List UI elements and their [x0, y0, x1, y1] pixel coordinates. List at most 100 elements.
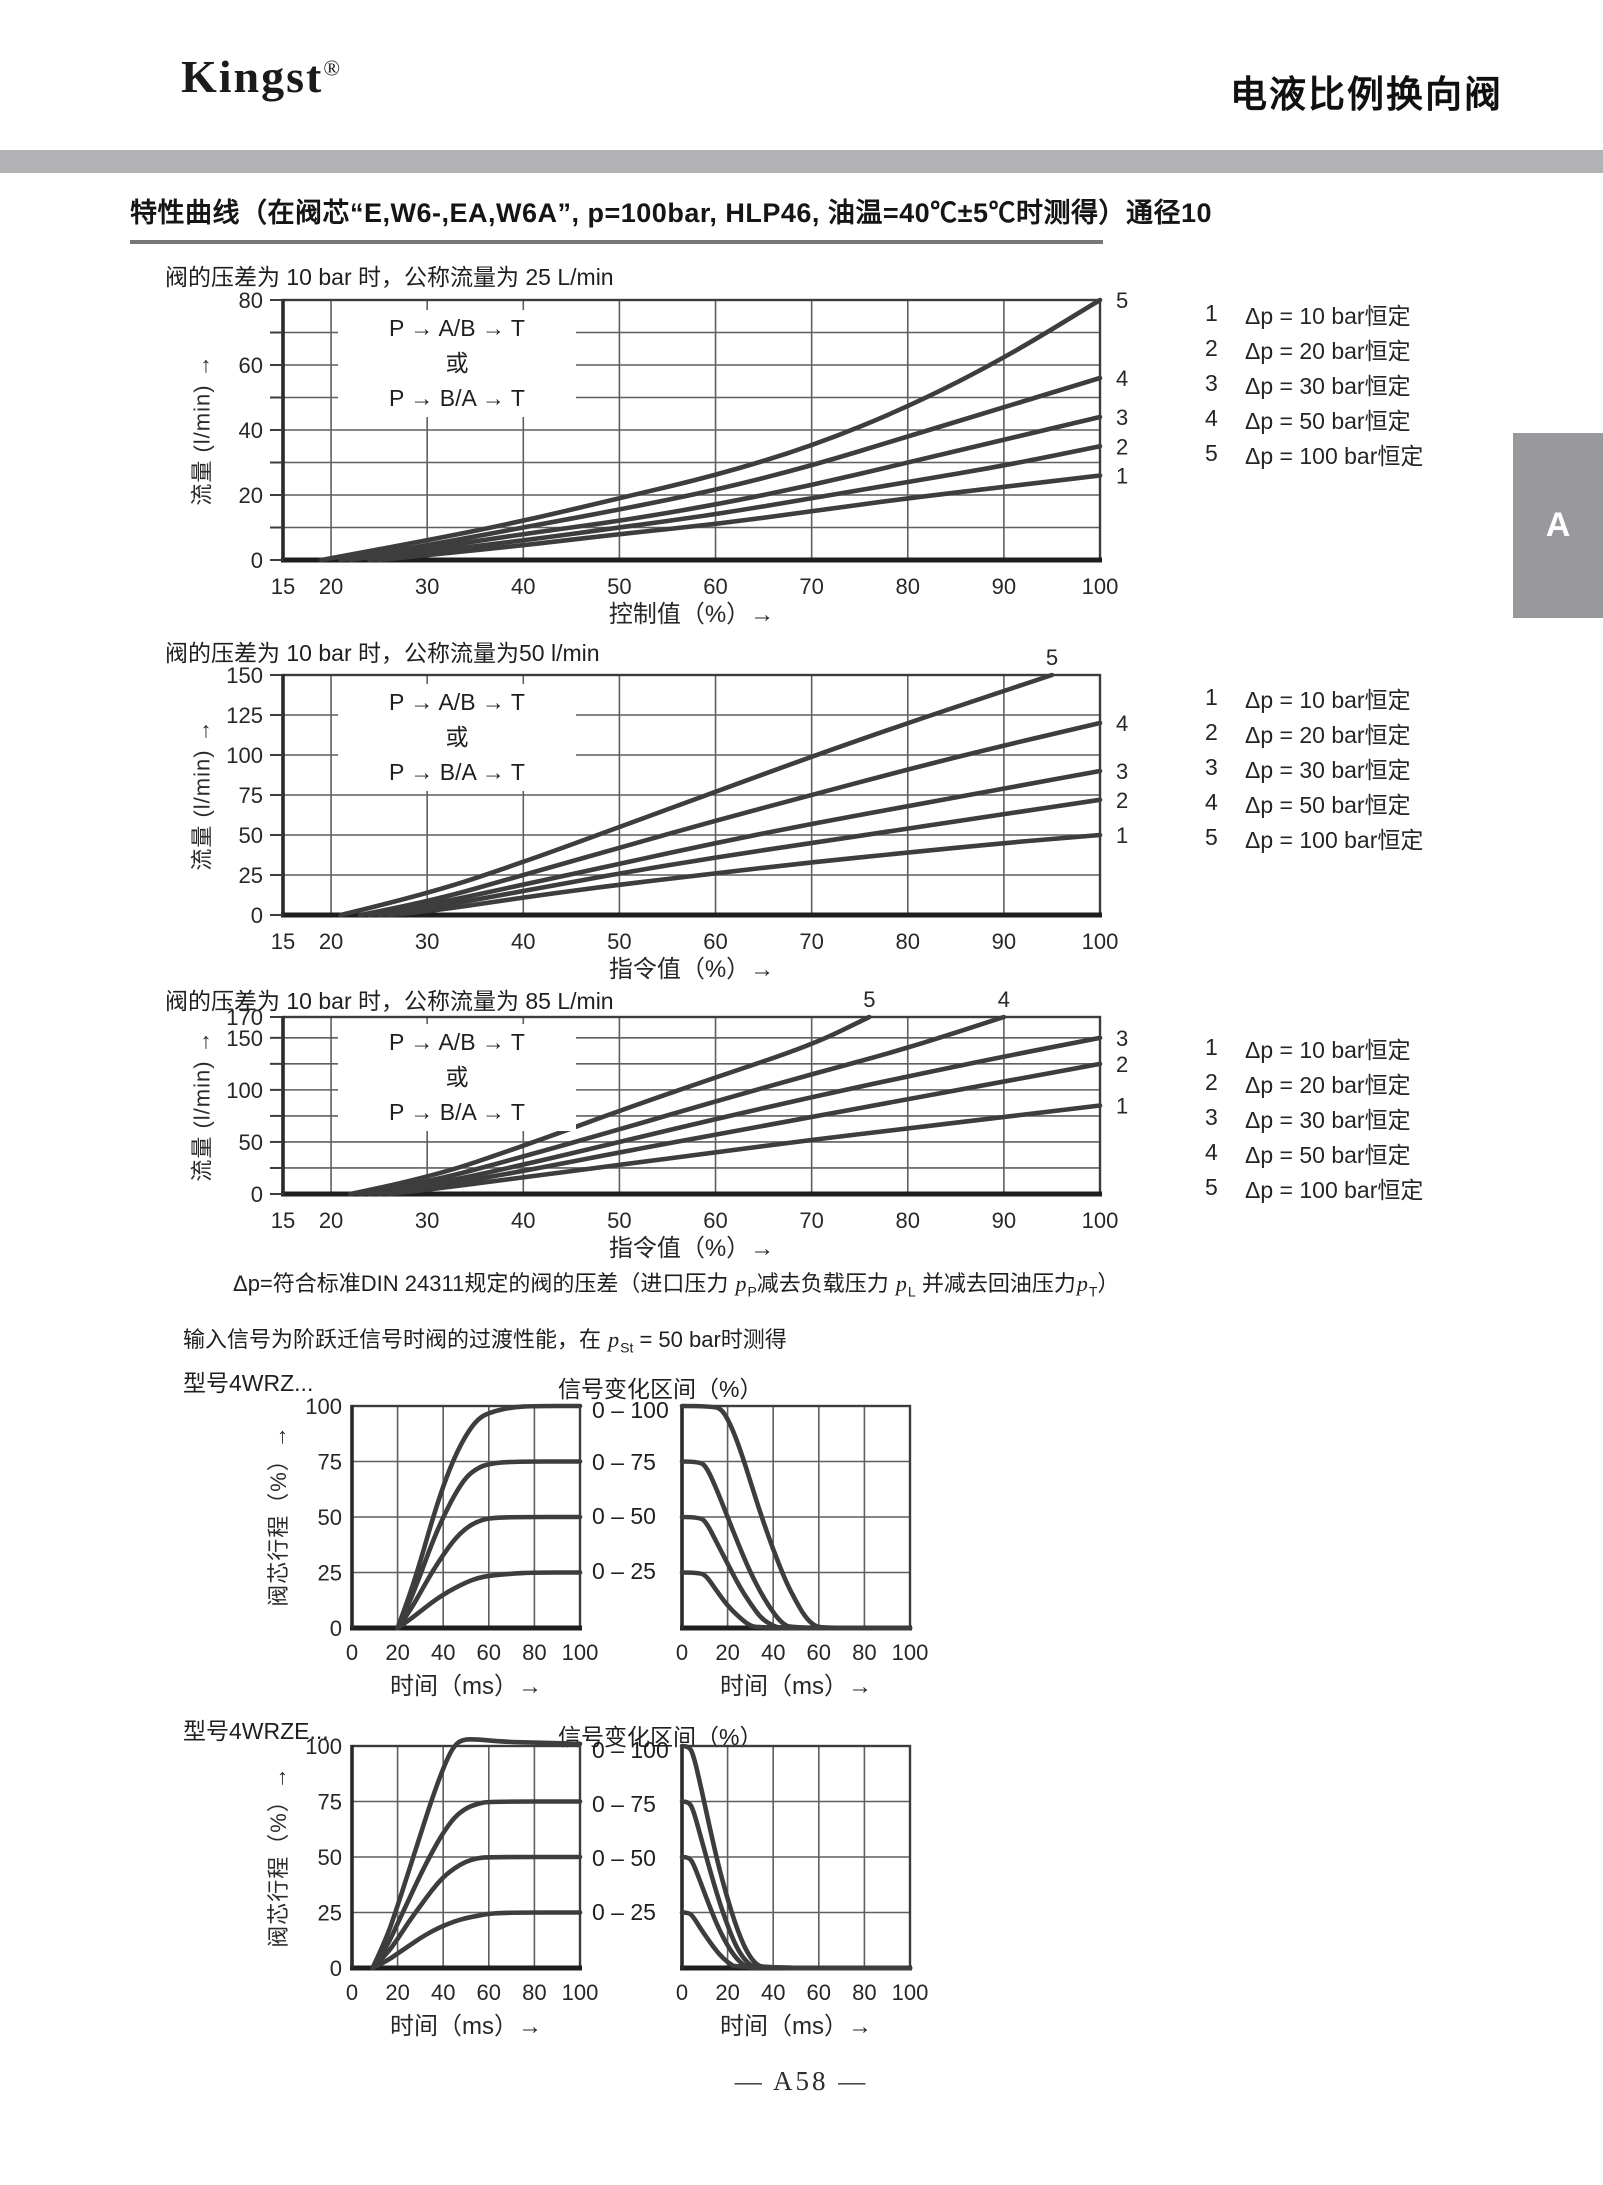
- legend-row: 4 Δp = 50 bar恒定: [1205, 789, 1411, 818]
- svg-text:控制值（%）→: 控制值（%）→: [609, 601, 774, 628]
- svg-text:20: 20: [319, 574, 343, 599]
- svg-text:20: 20: [385, 1980, 409, 2005]
- curve-0 – 25: [395, 1570, 583, 1631]
- chart-svg: 0 25 50 75 100 125 150 15 20 30 40 50 60 70 80 90 100 5 4 3…: [226, 645, 1128, 983]
- legend-row: 2 Δp = 20 bar恒定: [1205, 1069, 1411, 1098]
- svg-text:20: 20: [319, 1208, 343, 1233]
- curve-0 – 25: [370, 1910, 583, 1971]
- legend-row: 4 Δp = 50 bar恒定: [1205, 1139, 1411, 1168]
- flow-chart-1-path-box: P → A/B → T 或 P → B/A → T: [338, 310, 576, 417]
- flow-chart-1-title: 阀的压差为 10 bar 时，公称流量为 25 L/min: [165, 264, 614, 290]
- svg-text:70: 70: [799, 929, 823, 954]
- svg-text:80: 80: [522, 1640, 546, 1665]
- range-label: 0 – 50: [592, 1503, 656, 1529]
- chart-svg: 0 20 40 60 80 15 20 30 40 50 60 70 80 90 100 5 4 3 2 1 控制值（%…: [239, 288, 1129, 628]
- svg-text:50: 50: [607, 1208, 631, 1233]
- curve-0 – 75: [395, 1459, 583, 1631]
- svg-text:1: 1: [1116, 823, 1128, 848]
- curve-5: [319, 297, 1103, 563]
- step-chart-4wrze-fall-canvas: 0 20 40 60 80 100 时间（ms）→: [668, 1732, 930, 2046]
- flow-chart-3-legend: 1 Δp = 10 bar恒定 2 Δp = 20 bar恒定 3 Δp = 30 bar…: [1205, 1030, 1423, 1205]
- svg-text:0: 0: [330, 1956, 342, 1981]
- svg-text:20: 20: [715, 1980, 739, 2005]
- curve-2: [376, 1061, 1103, 1197]
- model-4wrz-label: 型号4WRZ...: [183, 1370, 314, 1396]
- svg-text:0: 0: [676, 1980, 688, 2005]
- flow-chart-3-path-box: P → A/B → T 或 P → B/A → T: [338, 1024, 576, 1131]
- svg-text:50: 50: [318, 1845, 342, 1870]
- svg-text:40: 40: [431, 1640, 455, 1665]
- signal-range-labels-1: 0 – 100 0 – 75 0 – 50 0 – 25: [592, 1397, 712, 1597]
- legend-row: 2 Δp = 20 bar恒定: [1205, 335, 1411, 364]
- section-index-tab: A: [1513, 433, 1603, 618]
- curve-0 – 100: [679, 1743, 913, 1971]
- svg-text:90: 90: [992, 574, 1016, 599]
- svg-text:25: 25: [318, 1901, 342, 1926]
- svg-text:20: 20: [319, 929, 343, 954]
- chart-svg: 0 20 40 60 80 100 时间（ms）→: [676, 1743, 928, 2040]
- curve-0 – 25: [679, 1910, 913, 1971]
- svg-text:0: 0: [251, 1182, 263, 1207]
- svg-text:40: 40: [431, 1980, 455, 2005]
- legend-row: 3 Δp = 30 bar恒定: [1205, 754, 1411, 783]
- step-chart-4wrze-rise-canvas: 0 25 50 75 100 0 20 40 60 80 100 时间（ms）→: [297, 1732, 600, 2046]
- curve-1: [376, 473, 1103, 563]
- svg-text:60: 60: [807, 1980, 831, 2005]
- legend-row: 3 Δp = 30 bar恒定: [1205, 1104, 1411, 1133]
- step-chart-4wrz-fall-canvas: 0 20 40 60 80 100 时间（ms）→: [668, 1392, 930, 1706]
- curve-1: [386, 1103, 1103, 1197]
- svg-text:4: 4: [1116, 711, 1128, 736]
- svg-text:40: 40: [239, 418, 263, 443]
- svg-text:1: 1: [1116, 464, 1128, 489]
- legend-row: 5 Δp = 100 bar恒定: [1205, 1174, 1424, 1203]
- svg-text:40: 40: [511, 1208, 535, 1233]
- svg-text:0: 0: [346, 1640, 358, 1665]
- svg-text:40: 40: [511, 929, 535, 954]
- curve-3: [367, 1035, 1103, 1197]
- svg-text:1: 1: [1116, 1094, 1128, 1119]
- svg-text:60: 60: [703, 574, 727, 599]
- svg-text:100: 100: [1082, 1208, 1119, 1233]
- svg-text:150: 150: [226, 663, 263, 688]
- svg-text:40: 40: [761, 1980, 785, 2005]
- svg-text:60: 60: [703, 1208, 727, 1233]
- curve-0 – 50: [370, 1854, 583, 1971]
- flow-chart-2-title: 阀的压差为 10 bar 时，公称流量为50 l/min: [165, 640, 600, 666]
- signal-range-labels-2: 0 – 100 0 – 75 0 – 50 0 – 25: [592, 1737, 712, 1937]
- svg-text:70: 70: [799, 1208, 823, 1233]
- flow-chart-1-legend: 1 Δp = 10 bar恒定 2 Δp = 20 bar恒定 3 Δp = 30 bar…: [1205, 296, 1423, 471]
- svg-text:0: 0: [676, 1640, 688, 1665]
- legend-row: 3 Δp = 30 bar恒定: [1205, 370, 1411, 399]
- flow-chart-2-path-box: P → A/B → T 或 P → B/A → T: [338, 684, 576, 791]
- svg-text:0: 0: [346, 1980, 358, 2005]
- svg-text:60: 60: [239, 353, 263, 378]
- svg-text:50: 50: [239, 1130, 263, 1155]
- svg-text:5: 5: [1046, 645, 1058, 670]
- flow-chart-2-canvas: 0 25 50 75 100 125 150 15 20 30 40 50 60 70 80 90 100 5 4 3…: [180, 645, 1190, 1000]
- curve-2: [367, 443, 1103, 563]
- svg-text:15: 15: [271, 1208, 295, 1233]
- flow-chart-2-legend: 1 Δp = 10 bar恒定 2 Δp = 20 bar恒定 3 Δp = 30 bar…: [1205, 680, 1423, 855]
- svg-text:80: 80: [852, 1640, 876, 1665]
- header-divider-bar: [0, 150, 1603, 173]
- svg-text:时间（ms）→: 时间（ms）→: [390, 2013, 542, 2040]
- range-label: 0 – 50: [592, 1845, 656, 1871]
- legend-row: 2 Δp = 20 bar恒定: [1205, 719, 1411, 748]
- svg-text:80: 80: [896, 929, 920, 954]
- svg-text:4: 4: [998, 987, 1010, 1012]
- legend-row: 1 Δp = 10 bar恒定: [1205, 684, 1411, 713]
- legend-row: 1 Δp = 10 bar恒定: [1205, 1034, 1411, 1063]
- svg-text:100: 100: [1082, 574, 1119, 599]
- svg-text:100: 100: [305, 1734, 342, 1759]
- curve-0 – 100: [370, 1737, 583, 1971]
- svg-text:100: 100: [892, 1640, 929, 1665]
- range-label: 0 – 100: [592, 1737, 669, 1763]
- svg-text:30: 30: [415, 929, 439, 954]
- svg-text:30: 30: [415, 574, 439, 599]
- svg-text:3: 3: [1116, 759, 1128, 784]
- step-chart-2-y-axis-label: 阀芯行程（%）→: [266, 1766, 291, 1948]
- svg-text:2: 2: [1116, 1052, 1128, 1077]
- flow-chart-3-canvas: 0 50 100 150 170 15 20 30 40 50 60 70 80 90 100 5 4 3 2 1 指令…: [180, 987, 1190, 1279]
